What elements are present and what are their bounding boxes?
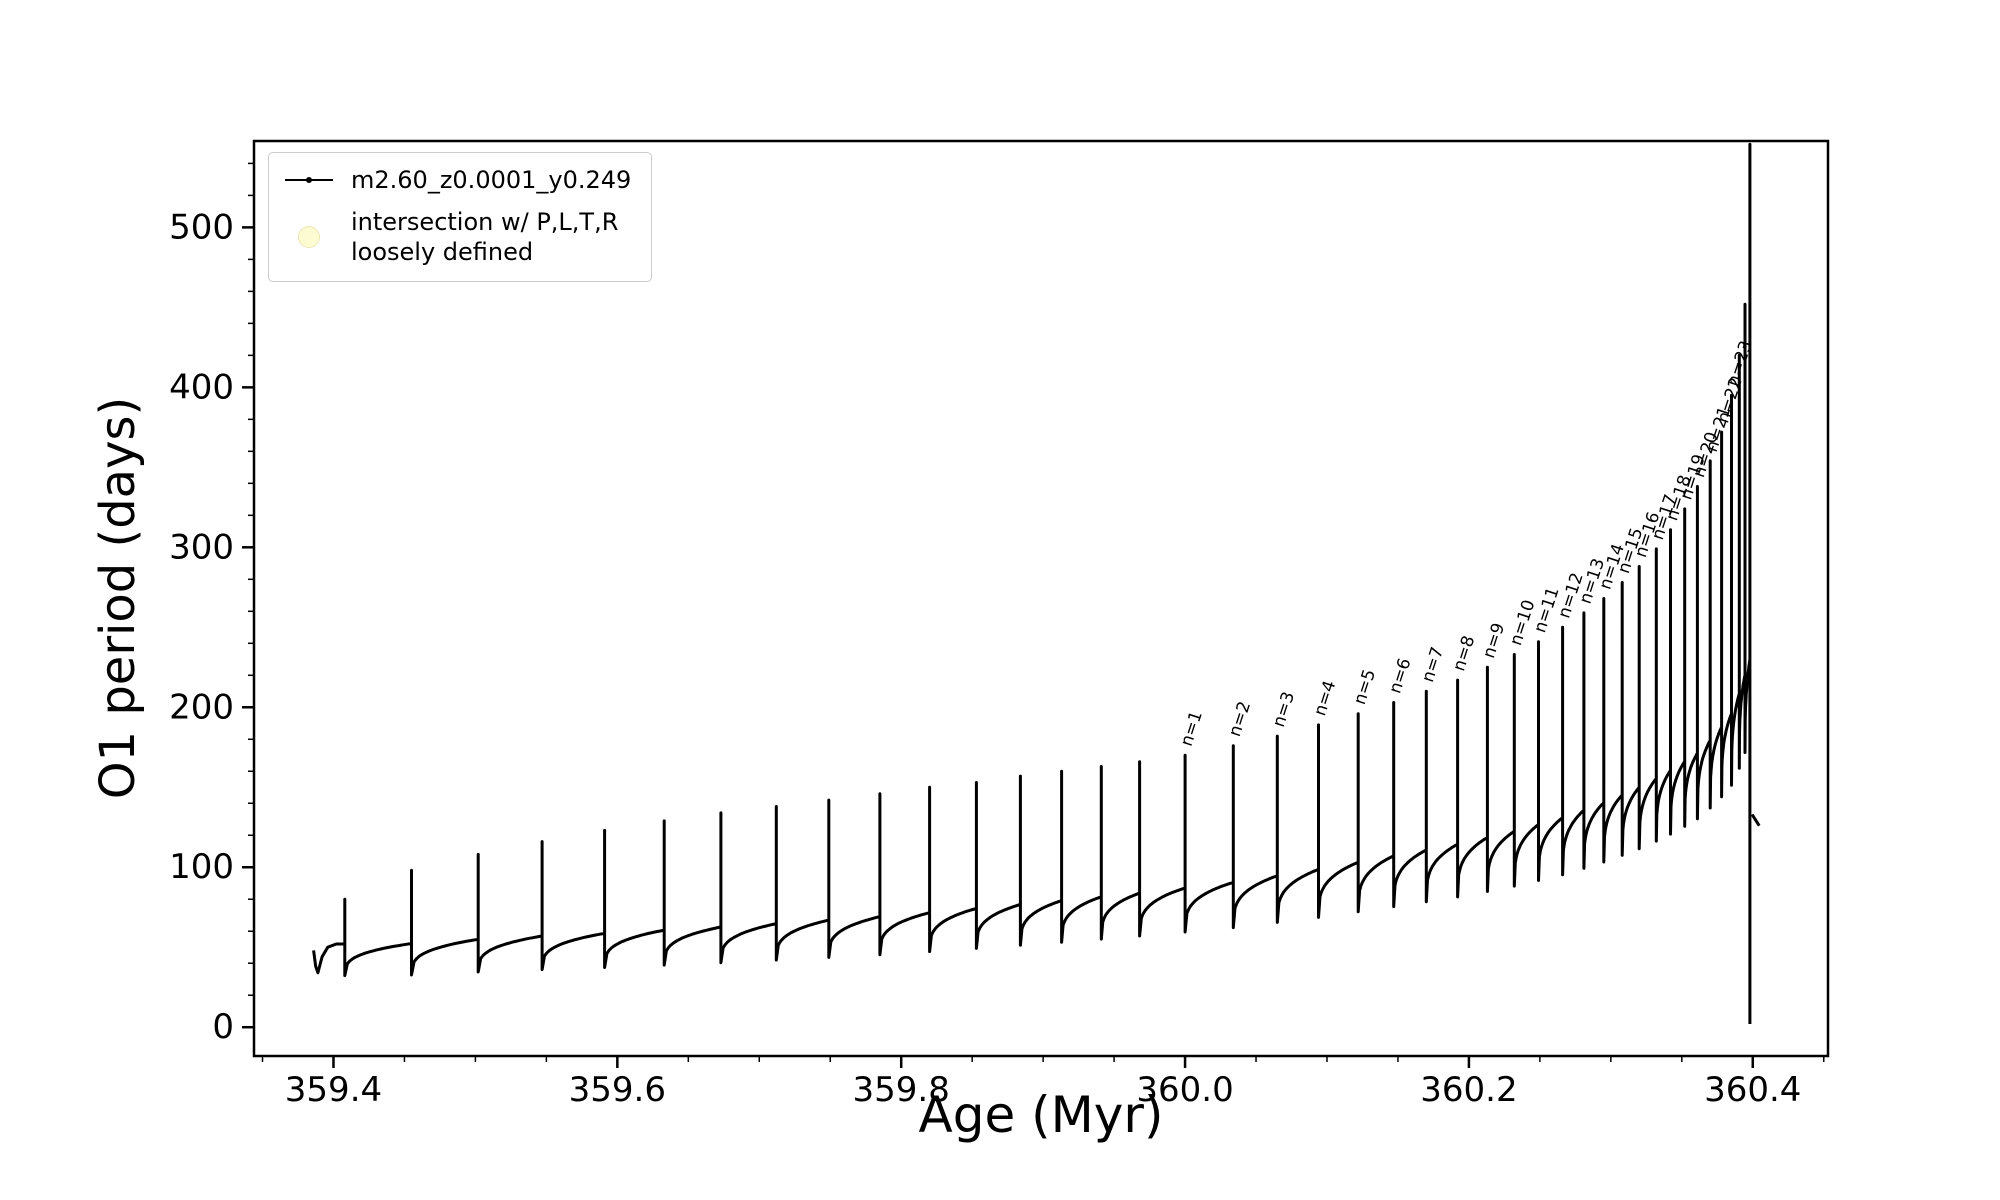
line-dot-marker-icon [285, 177, 333, 183]
legend-label-intersection: intersection w/ P,L,T,R loosely defined [351, 207, 618, 267]
svg-text:n=9: n=9 [1479, 621, 1509, 661]
svg-text:n=7: n=7 [1418, 645, 1448, 685]
svg-text:n=23: n=23 [1723, 338, 1756, 389]
svg-text:0: 0 [212, 1007, 234, 1047]
svg-text:300: 300 [169, 527, 234, 567]
svg-text:100: 100 [169, 847, 234, 887]
legend-label-line1: intersection w/ P,L,T,R [351, 208, 619, 236]
legend-swatch [283, 177, 335, 183]
svg-text:359.8: 359.8 [853, 1070, 950, 1110]
svg-text:360.2: 360.2 [1420, 1070, 1517, 1110]
legend-label-line2: loosely defined [351, 238, 534, 266]
svg-text:360.4: 360.4 [1704, 1070, 1801, 1110]
legend-item-intersection: intersection w/ P,L,T,R loosely defined [283, 207, 631, 267]
svg-text:359.4: 359.4 [285, 1070, 382, 1110]
svg-text:359.6: 359.6 [569, 1070, 666, 1110]
x-axis-label: Age (Myr) [918, 1086, 1164, 1144]
svg-text:n=6: n=6 [1385, 656, 1415, 696]
legend-label-series: m2.60_z0.0001_y0.249 [351, 166, 632, 194]
svg-text:n=4: n=4 [1310, 678, 1340, 718]
legend-item-series: m2.60_z0.0001_y0.249 [283, 165, 631, 195]
legend-swatch [283, 226, 335, 248]
legend: m2.60_z0.0001_y0.249 intersection w/ P,L… [268, 152, 653, 282]
svg-text:n=3: n=3 [1269, 689, 1299, 729]
svg-text:400: 400 [169, 367, 234, 407]
svg-text:n=8: n=8 [1449, 633, 1479, 673]
y-axis-label: O1 period (days) [90, 396, 146, 800]
svg-text:200: 200 [169, 687, 234, 727]
svg-text:n=1: n=1 [1177, 709, 1207, 749]
circle-marker-icon [298, 226, 320, 248]
svg-text:360.0: 360.0 [1136, 1070, 1233, 1110]
svg-text:500: 500 [169, 207, 234, 247]
svg-text:n=5: n=5 [1350, 667, 1380, 707]
svg-text:n=2: n=2 [1225, 699, 1255, 739]
